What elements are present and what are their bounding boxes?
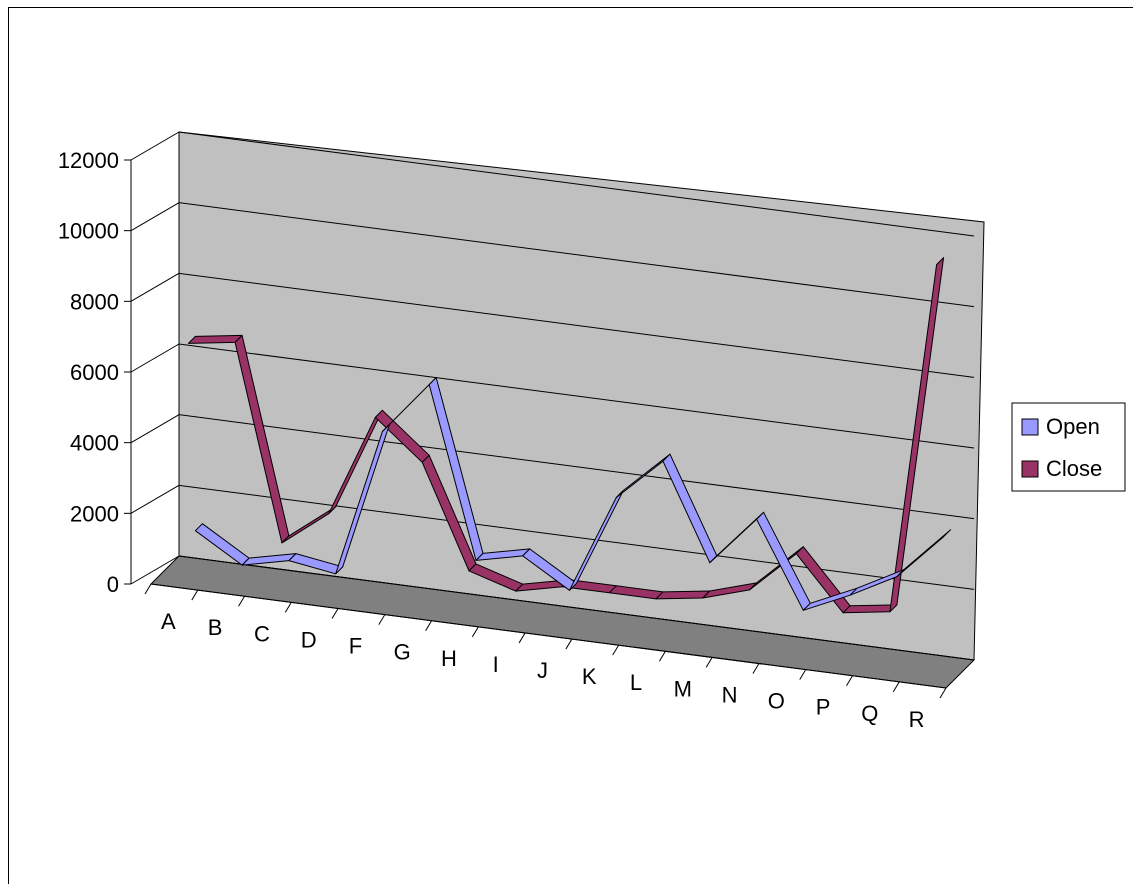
gridlines bbox=[130, 131, 975, 661]
x-tick-label: O bbox=[768, 689, 785, 714]
gridline bbox=[178, 272, 975, 378]
y-tick-label: 4000 bbox=[70, 431, 119, 456]
y-tick-label: 10000 bbox=[58, 219, 119, 244]
x-axis-line bbox=[150, 583, 947, 689]
series-segment bbox=[187, 334, 243, 344]
y-tick-label: 0 bbox=[107, 572, 119, 597]
x-tick-mark bbox=[144, 583, 152, 595]
x-tick-mark bbox=[518, 632, 526, 644]
x-tick-label: C bbox=[254, 621, 270, 646]
gridline bbox=[178, 131, 975, 237]
x-tick-label: P bbox=[816, 695, 831, 720]
x-tick-label: Q bbox=[861, 701, 878, 726]
gridline-connector bbox=[130, 555, 180, 585]
series-segment bbox=[889, 257, 945, 613]
x-tick-mark bbox=[799, 669, 807, 680]
x-tick-label: R bbox=[909, 707, 925, 732]
gridline bbox=[178, 555, 975, 661]
series-segment bbox=[655, 590, 711, 600]
y-axis: 0 2000 4000 6000 8000 10000 12000 bbox=[58, 148, 131, 597]
gridline bbox=[178, 484, 975, 590]
x-tick-label: K bbox=[582, 664, 597, 689]
x-tick-label: H bbox=[441, 646, 457, 671]
y-tick-label: 2000 bbox=[70, 501, 119, 526]
x-tick-label: G bbox=[394, 640, 411, 665]
legend-label-open: Open bbox=[1046, 414, 1100, 439]
gridline-connector bbox=[130, 414, 180, 444]
series-segment bbox=[896, 529, 952, 578]
x-tick-mark bbox=[565, 638, 573, 650]
x-tick-label: D bbox=[301, 627, 317, 652]
x-tick-mark bbox=[425, 620, 433, 631]
gridline-connector bbox=[130, 484, 180, 514]
x-tick-mark bbox=[612, 644, 620, 656]
x-tick-label: L bbox=[630, 670, 642, 695]
legend-label-close: Close bbox=[1046, 456, 1102, 481]
gridline-connector bbox=[130, 272, 180, 302]
x-tick-mark bbox=[892, 681, 900, 693]
y-tick-label: 6000 bbox=[70, 360, 119, 385]
x-tick-mark bbox=[238, 595, 245, 607]
series-open bbox=[194, 377, 952, 611]
x-tick-label: F bbox=[349, 634, 362, 659]
y-tick-label: 12000 bbox=[58, 148, 119, 173]
x-axis: A B C D F G H I J K L M N O P Q R bbox=[144, 583, 947, 732]
series-layer bbox=[187, 257, 952, 614]
x-tick-label: J bbox=[537, 658, 548, 683]
x-tick-label: I bbox=[493, 652, 499, 677]
gridline-connector bbox=[130, 131, 180, 161]
series-segment bbox=[842, 604, 898, 614]
x-tick-mark bbox=[284, 602, 292, 613]
x-tick-mark bbox=[705, 657, 713, 668]
x-tick-mark bbox=[378, 614, 386, 625]
legend: Open Close bbox=[1011, 402, 1126, 492]
gridline-connector bbox=[130, 202, 180, 232]
x-tick-mark bbox=[191, 589, 199, 601]
x-tick-mark bbox=[846, 675, 853, 687]
x-tick-mark bbox=[752, 663, 760, 674]
gridline-connector bbox=[130, 343, 180, 373]
y-tick-label: 8000 bbox=[70, 289, 119, 314]
gridline bbox=[178, 202, 975, 308]
x-tick-mark bbox=[939, 687, 947, 699]
x-tick-mark bbox=[658, 651, 666, 662]
x-tick-label: A bbox=[161, 609, 176, 634]
gridline bbox=[178, 343, 975, 449]
gridline bbox=[178, 414, 975, 520]
x-tick-label: M bbox=[674, 676, 692, 701]
legend-swatch-close bbox=[1021, 460, 1039, 478]
x-tick-label: N bbox=[722, 682, 738, 707]
x-tick-mark bbox=[471, 626, 479, 638]
legend-swatch-open bbox=[1021, 418, 1039, 436]
x-tick-label: B bbox=[208, 615, 223, 640]
x-tick-mark bbox=[331, 608, 339, 619]
